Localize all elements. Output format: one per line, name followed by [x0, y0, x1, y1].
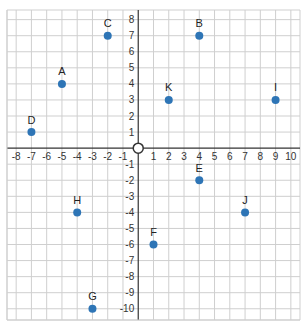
- svg-text:-4: -4: [125, 207, 134, 218]
- svg-text:-9: -9: [125, 287, 134, 298]
- svg-text:-6: -6: [42, 151, 51, 162]
- svg-text:E: E: [196, 162, 203, 174]
- svg-text:5: 5: [129, 62, 135, 73]
- svg-text:4: 4: [197, 151, 203, 162]
- svg-text:1: 1: [151, 151, 157, 162]
- svg-text:3: 3: [181, 151, 187, 162]
- svg-text:-5: -5: [125, 223, 134, 234]
- svg-text:-3: -3: [88, 151, 97, 162]
- svg-text:H: H: [73, 194, 81, 206]
- svg-text:F: F: [150, 226, 157, 238]
- svg-text:-10: -10: [120, 303, 135, 314]
- svg-text:6: 6: [227, 151, 233, 162]
- svg-text:-1: -1: [118, 151, 128, 163]
- svg-text:K: K: [165, 81, 173, 93]
- svg-text:2: 2: [129, 111, 135, 122]
- svg-text:6: 6: [129, 46, 135, 57]
- svg-text:-2: -2: [103, 151, 112, 162]
- svg-text:-8: -8: [125, 271, 134, 282]
- svg-text:-7: -7: [125, 255, 134, 266]
- svg-text:-2: -2: [125, 175, 134, 186]
- svg-text:B: B: [196, 17, 203, 29]
- svg-text:7: 7: [242, 151, 248, 162]
- svg-text:2: 2: [166, 151, 172, 162]
- svg-text:C: C: [104, 17, 112, 29]
- svg-text:I: I: [274, 81, 277, 93]
- svg-text:A: A: [58, 65, 66, 77]
- svg-text:10: 10: [285, 151, 297, 162]
- svg-text:5: 5: [212, 151, 218, 162]
- svg-text:-4: -4: [73, 151, 82, 162]
- svg-text:8: 8: [129, 14, 135, 25]
- svg-text:J: J: [242, 194, 248, 206]
- svg-text:9: 9: [273, 151, 279, 162]
- svg-text:4: 4: [129, 78, 135, 89]
- svg-text:-5: -5: [57, 151, 66, 162]
- svg-text:1: 1: [129, 127, 135, 138]
- svg-text:-6: -6: [125, 239, 134, 250]
- svg-text:8: 8: [258, 151, 264, 162]
- svg-text:7: 7: [129, 30, 135, 41]
- svg-text:-8: -8: [12, 151, 21, 162]
- svg-text:-1: -1: [125, 159, 134, 170]
- svg-text:3: 3: [129, 94, 135, 105]
- svg-text:G: G: [88, 290, 97, 302]
- svg-text:D: D: [27, 114, 35, 126]
- svg-text:-3: -3: [125, 191, 134, 202]
- svg-text:-7: -7: [27, 151, 36, 162]
